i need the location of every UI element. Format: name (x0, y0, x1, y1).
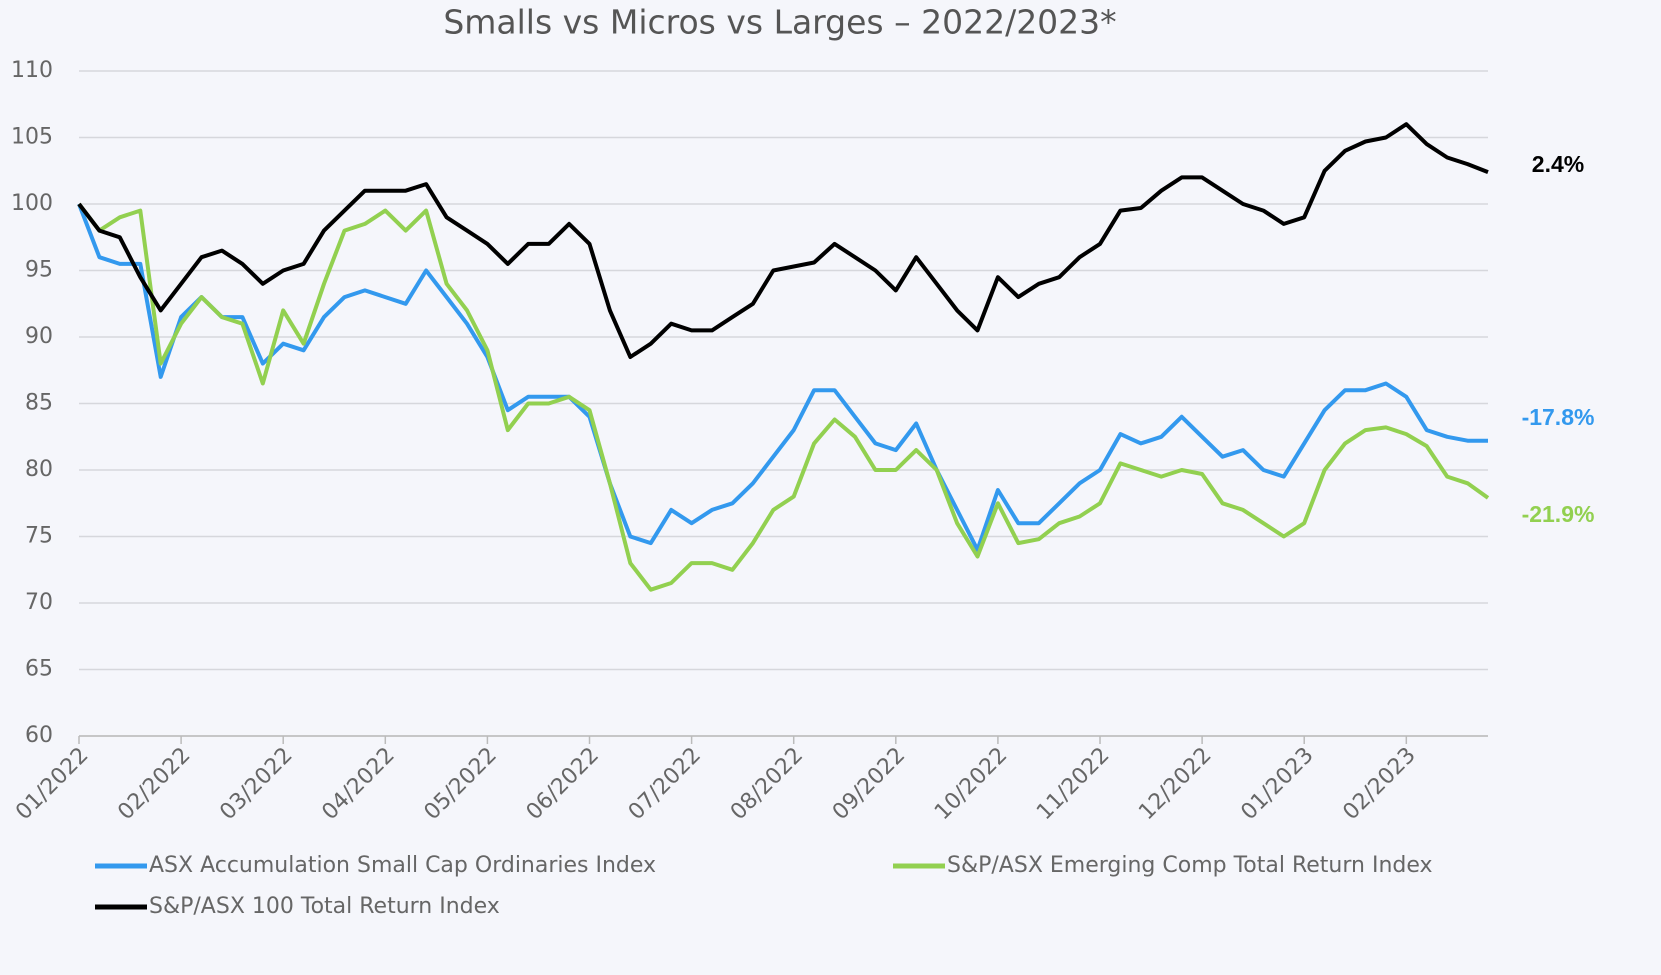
x-tick-label: 09/2022 (828, 743, 910, 825)
x-tick-label: 10/2022 (930, 743, 1012, 825)
x-tick-label: 08/2022 (726, 743, 808, 825)
y-tick-label: 75 (25, 524, 53, 549)
x-tick-label: 01/2023 (1236, 743, 1318, 825)
x-tick-label: 06/2022 (522, 743, 604, 825)
x-tick-label: 11/2022 (1032, 743, 1114, 825)
legend-label: S&P/ASX Emerging Comp Total Return Index (947, 853, 1433, 878)
legend-label: S&P/ASX 100 Total Return Index (149, 894, 500, 919)
end-label: 2.4% (1532, 151, 1584, 177)
x-tick-label: 04/2022 (317, 743, 399, 825)
y-tick-label: 110 (11, 58, 53, 83)
x-tick-label: 02/2022 (113, 743, 195, 825)
y-tick-label: 60 (25, 723, 53, 748)
series-line (77, 122, 1489, 359)
x-tick-label: 01/2022 (11, 743, 93, 825)
x-tick-label: 02/2023 (1338, 743, 1420, 825)
legend-label: ASX Accumulation Small Cap Ordinaries In… (149, 853, 656, 878)
series-line (77, 202, 1490, 592)
y-tick-label: 65 (25, 657, 53, 682)
chart-title: Smalls vs Micros vs Larges – 2022/2023* (443, 3, 1116, 42)
x-tick-label: 12/2022 (1134, 743, 1216, 825)
y-tick-label: 80 (25, 457, 53, 482)
x-tick-label: 05/2022 (420, 743, 502, 825)
y-tick-label: 90 (25, 324, 53, 349)
x-tick-label: 07/2022 (624, 743, 706, 825)
end-label: -21.9% (1522, 501, 1595, 527)
y-tick-label: 85 (25, 391, 53, 416)
y-tick-label: 95 (25, 258, 53, 283)
y-tick-label: 105 (11, 125, 53, 150)
y-tick-label: 70 (25, 590, 53, 615)
x-tick-label: 03/2022 (215, 743, 297, 825)
y-tick-label: 100 (11, 191, 53, 216)
end-label: -17.8% (1522, 404, 1595, 430)
series-line (77, 203, 1488, 552)
